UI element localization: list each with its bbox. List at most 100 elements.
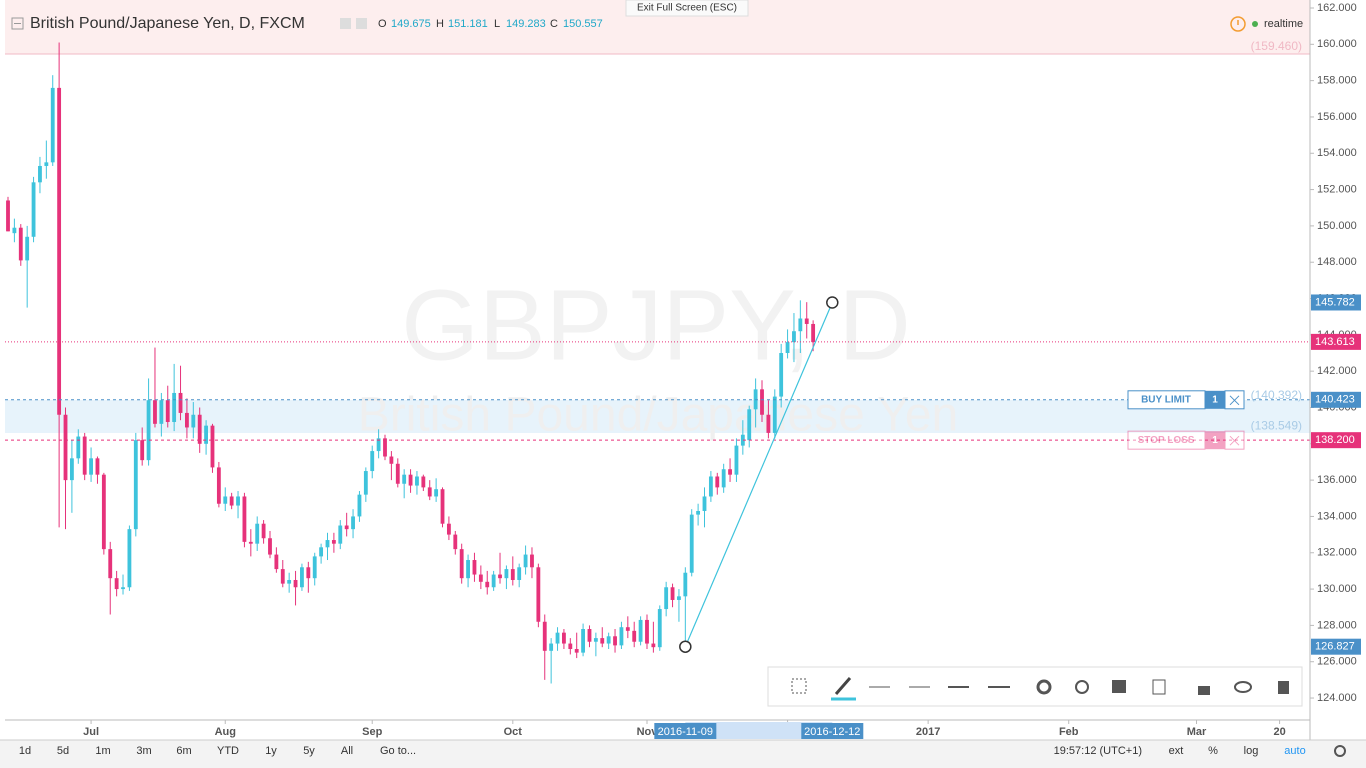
ohlc-value: 149.283 xyxy=(506,18,546,30)
x-tick-label: 20 xyxy=(1273,726,1285,738)
candle-body xyxy=(427,487,432,497)
y-tick-label: 124.000 xyxy=(1317,692,1357,704)
candle-body xyxy=(721,469,726,488)
range-button[interactable]: 1y xyxy=(265,745,277,757)
candle-body xyxy=(383,438,387,457)
settings-tool[interactable] xyxy=(1036,679,1052,695)
symbol-title[interactable]: British Pound/Japanese Yen, D, FXCM xyxy=(30,15,305,32)
clone-tool[interactable] xyxy=(1152,679,1166,695)
candle-body xyxy=(82,436,87,475)
candle-body xyxy=(504,569,509,579)
ohlc-value: 150.557 xyxy=(563,18,603,30)
y-tick-label: 156.000 xyxy=(1317,111,1357,123)
candle-body xyxy=(472,560,477,575)
range-button[interactable]: 3m xyxy=(136,745,151,757)
candle-body xyxy=(248,541,253,544)
x-tick-label: Nov xyxy=(637,726,659,738)
range-button[interactable]: 5d xyxy=(57,745,69,757)
time-marker-label: 2016-11-09 xyxy=(658,726,713,738)
candle-body xyxy=(466,560,470,579)
warning-icon[interactable] xyxy=(1230,16,1246,32)
option-button[interactable]: auto xyxy=(1284,745,1305,757)
candle-body xyxy=(57,87,62,415)
candle-body xyxy=(798,318,803,332)
trend-handle[interactable] xyxy=(679,640,692,653)
order-qty: 1 xyxy=(1212,394,1218,405)
pencil-tool[interactable] xyxy=(834,677,852,695)
price-label: 138.200 xyxy=(1315,434,1355,446)
order-close-box[interactable] xyxy=(1224,430,1245,450)
clock: 19:57:12 (UTC+1) xyxy=(1054,745,1142,757)
price-label-box xyxy=(1311,638,1361,655)
settings-icon[interactable] xyxy=(340,18,351,29)
candle-body xyxy=(562,632,566,644)
candle-body xyxy=(319,547,324,557)
candle-body xyxy=(804,318,809,324)
goto-button[interactable]: Go to... xyxy=(380,745,416,757)
alert-tool[interactable] xyxy=(1075,680,1089,694)
price-label-box xyxy=(1311,432,1361,449)
candle-body xyxy=(632,630,637,642)
price-label: 140.423 xyxy=(1315,394,1355,406)
candle-body xyxy=(114,578,119,590)
candle-body xyxy=(536,567,541,622)
bottom-toolbar xyxy=(0,740,1366,768)
y-tick-label: 134.000 xyxy=(1317,510,1357,522)
range-button[interactable]: 6m xyxy=(176,745,191,757)
candle-body xyxy=(619,627,624,646)
option-button[interactable]: log xyxy=(1244,745,1259,757)
order-qty-box xyxy=(1205,390,1225,409)
time-range-highlight xyxy=(685,722,833,739)
candle-body xyxy=(389,456,394,464)
candle-body xyxy=(12,227,17,234)
x-tick-label: 2017 xyxy=(916,726,940,738)
collapse-icon[interactable] xyxy=(11,17,24,30)
y-tick-label: 158.000 xyxy=(1317,75,1357,87)
y-tick-label: 160.000 xyxy=(1317,38,1357,50)
settings-button[interactable] xyxy=(1334,745,1346,757)
y-tick-label: 162.000 xyxy=(1317,2,1357,14)
candle-body xyxy=(44,162,49,166)
option-button[interactable]: % xyxy=(1208,745,1218,757)
candle-body xyxy=(677,596,681,600)
delete-tool[interactable] xyxy=(1278,681,1289,694)
candle-body xyxy=(210,425,215,468)
candle-body xyxy=(153,400,157,424)
candle-body xyxy=(779,353,784,397)
order-ghost-price: (138.549) xyxy=(1251,418,1302,432)
candle-body xyxy=(242,496,247,542)
order[interactable]: STOP LOSS 1 xyxy=(1127,430,1245,450)
trend-line xyxy=(684,302,833,647)
candle-body xyxy=(600,638,605,644)
layer-tool[interactable] xyxy=(1112,680,1126,693)
option-button[interactable]: ext xyxy=(1169,745,1184,757)
order[interactable]: BUY LIMIT 1 xyxy=(1127,390,1245,410)
range-button[interactable]: All xyxy=(341,745,353,757)
candle-body xyxy=(216,467,221,504)
select-tool[interactable] xyxy=(791,678,807,694)
lock-tool[interactable] xyxy=(1198,686,1210,695)
candle-body xyxy=(574,648,579,653)
candle-body xyxy=(287,579,292,584)
trend-handle[interactable] xyxy=(826,296,839,309)
candle-body xyxy=(101,474,106,550)
candle-body xyxy=(613,636,617,646)
range-button[interactable]: 1m xyxy=(95,745,110,757)
exit-fullscreen[interactable] xyxy=(625,0,749,17)
watermark-name: British Pound/Japanese Yen xyxy=(358,389,958,442)
exit-text[interactable]: Exit Full Screen (ESC) xyxy=(637,3,737,14)
candle-body xyxy=(645,619,649,644)
range-button[interactable]: 5y xyxy=(303,745,315,757)
hide-tool[interactable] xyxy=(1234,681,1252,693)
candle-body xyxy=(38,165,42,183)
ohlc-label: H xyxy=(436,18,444,30)
range-button[interactable]: YTD xyxy=(217,745,239,757)
settings-icon[interactable] xyxy=(356,18,367,29)
price-label: 126.827 xyxy=(1315,641,1355,653)
candle-body xyxy=(185,412,189,428)
candle-body xyxy=(274,554,279,570)
range-button[interactable]: 1d xyxy=(19,745,31,757)
candle-body xyxy=(312,556,317,579)
candle-body xyxy=(6,200,10,232)
